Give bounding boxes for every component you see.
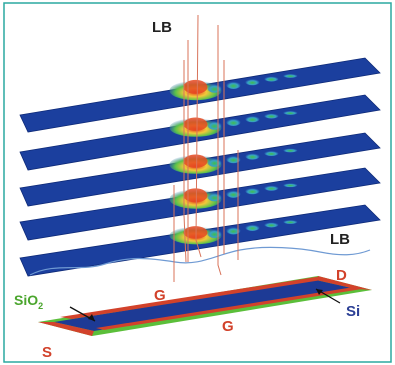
ripple-bump xyxy=(264,222,279,228)
ripple-bump xyxy=(245,187,260,195)
potential-plane xyxy=(19,167,381,241)
peak-top xyxy=(183,188,208,203)
gate-bottom xyxy=(96,287,362,330)
lb-label-right: LB xyxy=(330,231,350,248)
ripple-bump xyxy=(245,153,260,160)
gate-label-bottom: G xyxy=(222,318,234,335)
ripple-bump xyxy=(226,190,241,198)
ripple-bump xyxy=(207,120,222,130)
ripple-bump xyxy=(226,226,241,235)
ripple-bump xyxy=(245,115,260,123)
trace-line xyxy=(183,60,187,263)
oxide-arrow-head xyxy=(88,314,95,321)
ripple-bump xyxy=(207,229,222,238)
silicon-label: Si xyxy=(346,303,360,320)
ripple-bump xyxy=(207,158,222,167)
oxide-label: SiO2 xyxy=(14,292,43,311)
trace-line xyxy=(195,14,202,258)
potential-plane xyxy=(19,57,381,133)
figure-frame xyxy=(3,2,392,363)
potential-planes xyxy=(19,57,381,277)
ripple-bump xyxy=(207,192,222,202)
silicon-channel xyxy=(54,280,356,331)
peak-top xyxy=(183,154,208,168)
peak-top xyxy=(183,79,208,94)
ripple-bump xyxy=(226,81,241,90)
drain-label: D xyxy=(336,267,347,284)
ripple-bump xyxy=(264,150,279,156)
ripple-bump xyxy=(283,110,298,115)
ripple-bump xyxy=(226,118,241,127)
ripple-bump xyxy=(283,73,298,78)
transistor-device xyxy=(38,276,372,336)
ripple-bump xyxy=(264,113,279,119)
lb-label-top: LB xyxy=(152,19,172,36)
ripple-bump xyxy=(226,155,241,164)
peak-top xyxy=(183,117,208,131)
ripple-bump xyxy=(207,83,222,93)
ripple-bump xyxy=(283,219,298,224)
ripple-bump xyxy=(264,76,279,82)
source-label: S xyxy=(42,344,52,361)
lb-profile-line xyxy=(29,246,371,276)
ripple-bump xyxy=(245,78,260,86)
field-traces xyxy=(173,14,239,282)
silicon-arrow-head xyxy=(316,289,323,295)
potential-plane xyxy=(19,132,381,207)
potential-plane xyxy=(19,204,381,277)
ripple-bump xyxy=(283,183,298,188)
ripple-bump xyxy=(245,224,260,231)
drain-contact xyxy=(316,276,372,290)
trace-line xyxy=(217,25,222,276)
gate-label-top: G xyxy=(154,287,166,304)
source-contact xyxy=(38,322,94,336)
ripple-bump xyxy=(283,148,298,153)
peak-top xyxy=(183,226,208,239)
oxide-label-sub: 2 xyxy=(38,301,43,311)
gate-top xyxy=(60,277,328,319)
oxide-label-main: SiO xyxy=(14,292,38,308)
ripple-bump xyxy=(264,185,279,191)
